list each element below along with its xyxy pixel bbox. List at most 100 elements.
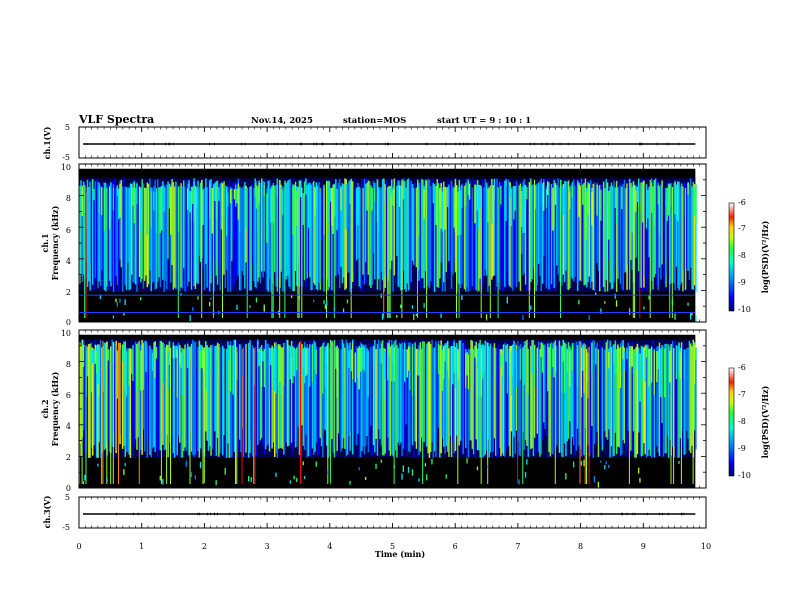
spectrogram-column xyxy=(575,341,578,451)
spectrogram-column xyxy=(183,180,185,269)
low-frequency-emission xyxy=(116,301,118,307)
low-frequency-emission xyxy=(400,304,402,309)
spectrogram-emission xyxy=(495,351,497,387)
spectrogram-column xyxy=(427,178,429,287)
ch1-colorbar xyxy=(728,202,735,312)
spectrogram-column xyxy=(670,183,672,284)
spectrogram-column xyxy=(274,185,276,273)
spectrogram-emission xyxy=(515,350,518,388)
spectrogram-column xyxy=(573,179,575,282)
ch1-voltage-ytick-bottom: -5 xyxy=(62,153,70,162)
spectrogram-emission xyxy=(380,343,383,364)
spectrogram-column xyxy=(275,184,277,287)
low-frequency-emission xyxy=(82,481,85,485)
spectrogram-emission xyxy=(388,343,390,355)
spectrogram-column xyxy=(370,185,372,289)
spectrogram-column xyxy=(446,340,449,452)
spectrogram-column xyxy=(225,348,228,458)
spectrogram-emission xyxy=(332,184,334,234)
spectrogram-emission xyxy=(441,349,444,391)
spectrogram-column xyxy=(487,186,489,292)
spectrogram-emission xyxy=(658,190,661,234)
spectrogram-column xyxy=(575,182,578,283)
sferic-spike xyxy=(201,179,203,318)
sferic-spike xyxy=(271,185,273,318)
spectrogram-emission xyxy=(404,342,406,382)
spectrogram-emission xyxy=(270,189,272,223)
low-frequency-emission xyxy=(263,304,265,312)
spectrogram-column xyxy=(209,347,211,447)
spectrogram-emission xyxy=(502,346,505,386)
spectrogram-emission xyxy=(94,344,97,364)
spectrogram-column xyxy=(261,344,263,438)
spectrogram-column xyxy=(132,182,134,283)
spectrogram-column xyxy=(293,184,295,291)
spectrogram-emission xyxy=(267,181,269,198)
spectrogram-emission xyxy=(644,350,646,382)
spectrogram-column xyxy=(479,184,481,279)
spectrogram-column xyxy=(660,345,662,457)
spectrogram-column xyxy=(162,181,164,280)
spectrogram-emission xyxy=(638,182,640,204)
spectrogram-emission xyxy=(121,345,124,362)
spectrogram-emission xyxy=(383,351,385,400)
spectrogram-column xyxy=(400,343,402,443)
spectrogram-column xyxy=(600,345,602,438)
spectrogram-column xyxy=(654,348,657,448)
spectrogram-emission xyxy=(108,187,111,230)
ch1-ytick-10: 10 xyxy=(61,163,71,172)
spectrogram-emission xyxy=(97,346,99,385)
spectrogram-column xyxy=(660,184,662,280)
spectrogram-column xyxy=(322,342,324,458)
spectrogram-emission xyxy=(510,188,513,227)
spectrogram-emission xyxy=(454,346,457,389)
spectrogram-emission xyxy=(491,181,493,225)
spectrogram-column xyxy=(229,186,232,292)
low-frequency-emission xyxy=(588,315,590,320)
spectrogram-column xyxy=(634,349,636,458)
spectrogram-column xyxy=(384,184,386,288)
spectrogram-emission xyxy=(216,348,219,378)
spectrogram-column xyxy=(125,187,128,290)
spectrogram-emission xyxy=(693,186,696,217)
spectrogram-emission xyxy=(446,341,449,371)
spectrogram-column xyxy=(679,348,682,439)
spectrogram-column xyxy=(275,341,277,454)
spectrogram-column xyxy=(94,339,97,450)
spectrogram-column xyxy=(307,347,310,457)
spectrogram-column xyxy=(99,185,102,286)
spectrogram-emission xyxy=(435,186,437,225)
sferic-spike xyxy=(632,181,634,318)
low-frequency-emission xyxy=(293,475,295,480)
spectrogram-column xyxy=(233,339,236,452)
ch1-ytick-4: 4 xyxy=(66,257,71,266)
spectrogram-column xyxy=(106,187,108,287)
spectrogram-column xyxy=(615,349,618,455)
spectrogram-emission xyxy=(259,350,262,364)
spectrogram-column xyxy=(501,349,503,454)
spectrogram-column xyxy=(467,178,470,292)
spectrogram-column xyxy=(615,180,618,292)
spectrogram-emission xyxy=(675,189,678,220)
spectrogram-column xyxy=(528,341,531,455)
spectrogram-column xyxy=(558,340,561,453)
spectrogram-column xyxy=(470,339,472,441)
spectrogram-column xyxy=(301,344,303,426)
spectrogram-emission xyxy=(509,347,511,378)
spectrogram-column xyxy=(198,340,201,458)
low-frequency-emission xyxy=(407,466,410,473)
spectrogram-column xyxy=(619,343,622,456)
spectrogram-column xyxy=(431,339,433,442)
sferic-spike xyxy=(417,179,418,318)
spectrogram-column xyxy=(441,187,444,292)
ch1-voltage-panel: 5 -5 ch.1(V) xyxy=(42,123,707,162)
spectrogram-column xyxy=(189,187,191,280)
spectrogram-emission xyxy=(199,350,202,370)
spectrogram-column xyxy=(341,339,344,449)
spectrogram-emission xyxy=(349,180,351,205)
spectrogram-emission xyxy=(587,184,589,215)
spectrogram-emission xyxy=(635,190,637,212)
spectrogram-column xyxy=(469,348,471,441)
spectrogram-column xyxy=(129,348,132,458)
x-tick-label: 9 xyxy=(641,542,646,551)
